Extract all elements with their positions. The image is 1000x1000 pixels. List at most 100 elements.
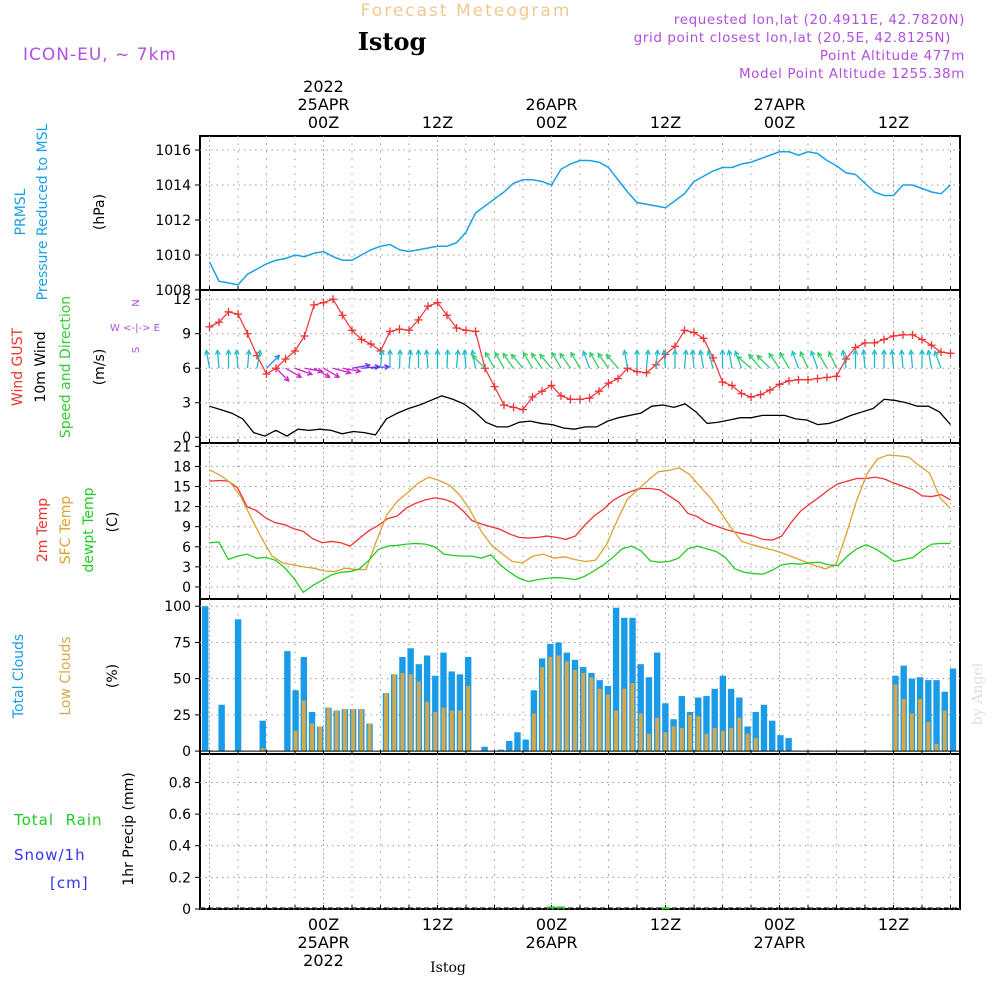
wind-arrow	[891, 350, 895, 369]
wind-arrow-head	[644, 348, 651, 356]
low-cloud-bar	[433, 711, 438, 752]
wind-arrow	[756, 355, 771, 369]
y-tick-label: 6	[182, 540, 191, 556]
y-tick-label: 1010	[155, 248, 191, 264]
wind-arrow-head	[756, 354, 763, 361]
wind-arrow	[246, 350, 250, 369]
wind-arrow-head	[736, 355, 743, 362]
total-cloud-bar	[727, 688, 735, 752]
wind-arrow-head	[214, 348, 221, 356]
low-cloud-bar	[671, 726, 676, 752]
total-cloud-bar	[218, 704, 225, 752]
total-cloud-bar	[481, 746, 488, 752]
wind-arrow-head	[283, 375, 290, 382]
wind-arrow	[551, 352, 562, 369]
wind-arrow-head	[334, 372, 341, 378]
pressure-line	[208, 150, 952, 286]
model-label: ICON-EU, ~ 7km	[23, 45, 177, 65]
y-tick-label: 0.2	[169, 870, 191, 886]
pressure-label-2: Pressure Reduced to MSL	[35, 123, 51, 300]
wind-arrow	[484, 352, 496, 369]
time-label: 26APR	[525, 95, 577, 114]
low-cloud-bar	[753, 738, 758, 752]
low-cloud-bar	[901, 698, 906, 752]
wind-arrow-head	[733, 350, 740, 357]
total-cloud-bar	[506, 740, 513, 752]
wind-arrow	[379, 350, 383, 369]
wind-arrow	[216, 350, 220, 369]
rain-bar	[547, 906, 556, 909]
wind-arrow	[494, 352, 505, 369]
wind-arrow	[589, 352, 600, 369]
wind-arrow	[342, 367, 361, 372]
wind-arrow	[463, 350, 467, 369]
wind-arrow	[817, 352, 828, 369]
low-cloud-bar	[408, 674, 413, 752]
y-tick-label: 50	[173, 672, 191, 688]
wind-unit: (m/s)	[92, 349, 108, 386]
wind-arrow	[446, 350, 449, 369]
wind-arrow-head	[719, 348, 726, 355]
wind-line	[209, 395, 951, 437]
wind-arrow-head	[689, 348, 696, 356]
wind-arrow-head	[454, 348, 461, 356]
wind-arrow	[266, 355, 280, 369]
low-cloud-bar	[548, 656, 553, 752]
wind-arrow-head	[530, 352, 537, 359]
total-cloud-bar	[925, 680, 932, 752]
y-tick-label: 12	[173, 292, 191, 308]
wind-arrow	[663, 350, 667, 369]
y-tick-label: 12	[173, 500, 191, 516]
wind-arrow-head	[256, 349, 263, 356]
wind-arrow	[828, 351, 838, 369]
wind-arrow-head	[654, 348, 661, 356]
low-cloud-bar	[416, 681, 421, 752]
wind-arrow-head	[871, 348, 878, 355]
wind-arrow-head	[748, 353, 754, 360]
total-cloud-bar	[259, 720, 266, 752]
wind-arrow	[351, 364, 370, 369]
wind-arrow-head	[926, 349, 933, 356]
time-label: 00Z	[764, 113, 795, 132]
time-label: 12Z	[878, 915, 909, 934]
wind-arrow-head	[605, 353, 612, 360]
temp-label-1: 2m Temp	[35, 498, 51, 562]
wind-arrow	[736, 356, 752, 369]
low-cloud-bar	[260, 748, 265, 752]
low-cloud-bar	[704, 733, 709, 752]
footer-station: Istog	[430, 960, 466, 976]
time-label: 27APR	[753, 933, 805, 952]
y-tick-label: 3	[182, 560, 191, 576]
y-tick-label: 0	[182, 744, 191, 760]
low-cloud-bar	[909, 713, 914, 752]
time-label: 00Z	[536, 915, 567, 934]
low-cloud-bars	[260, 655, 947, 752]
wind-panel: 0 3 6 9 12	[173, 289, 961, 446]
time-label: 12Z	[422, 113, 453, 132]
wind-arrow-head	[682, 348, 689, 356]
wind-arrow-head	[551, 351, 557, 358]
low-cloud-bar	[934, 743, 939, 752]
total-cloud-bar	[785, 738, 792, 752]
wind-arrow	[531, 353, 543, 369]
y-tick-label: 75	[173, 635, 191, 651]
y-tick-label: 6	[182, 361, 191, 377]
y-tick-label: 9	[182, 520, 191, 536]
low-cloud-bar	[359, 709, 364, 752]
total-cloud-bar	[777, 735, 784, 752]
temp-label-2: SFC Temp	[58, 496, 74, 565]
pressure-unit: (hPa)	[92, 194, 108, 230]
wind-arrow-head	[378, 348, 385, 356]
wind-arrow-head	[233, 348, 240, 356]
wind-arrow-head	[204, 349, 211, 356]
low-cloud-bar	[696, 716, 701, 752]
low-cloud-bar	[342, 709, 347, 752]
low-cloud-bar	[392, 674, 397, 752]
temperature-panel: 0 3 6 9 12 15 18 21	[173, 439, 961, 600]
wind-arrow	[313, 367, 330, 378]
wind-label-3: Speed and Direction	[58, 296, 74, 438]
wind-arrow-head	[908, 348, 915, 356]
wind-arrow-head	[245, 348, 252, 356]
time-label: 25APR	[297, 95, 349, 114]
time-label: 12Z	[878, 113, 909, 132]
